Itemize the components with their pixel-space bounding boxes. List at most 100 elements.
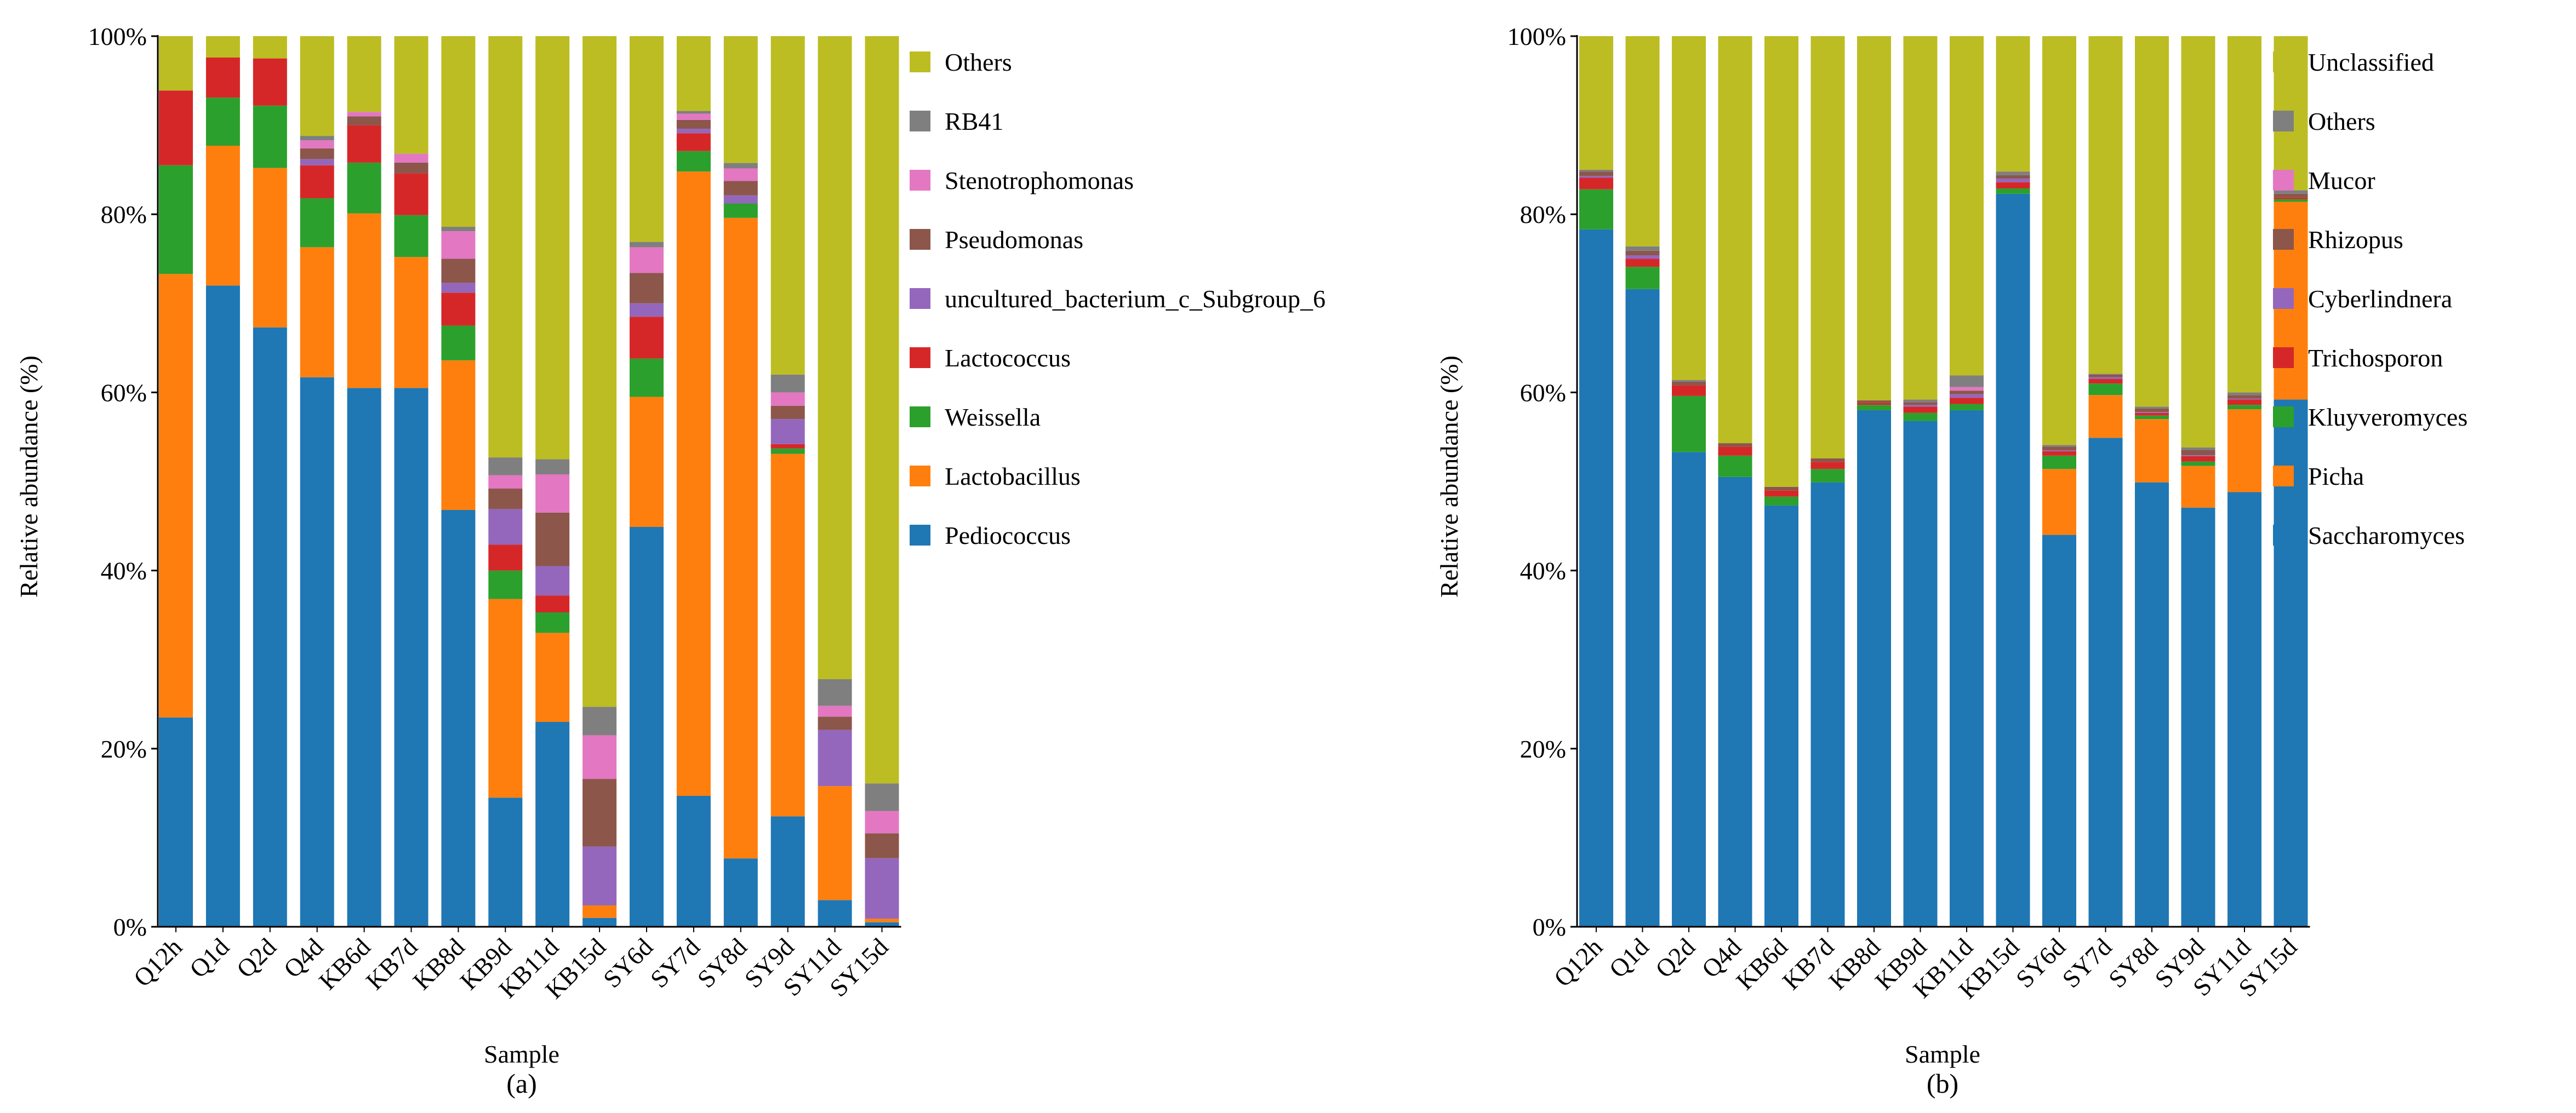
y-tick-label: 40% [1520,557,1566,585]
bar-segment-kb8d-pseudomonas [441,259,476,283]
bar-segment-kb8d-uncultured-bacterium-c-subgroup-6 [441,283,476,293]
bar-segment-q2d-saccharomyces [1672,452,1706,927]
bar-segment-sy9d-picha [2181,466,2215,508]
bar-segment-sy8d-trichosporon [2135,412,2169,416]
y-tick-label: 0% [113,913,147,941]
bar-segment-sy15d-pseudomonas [865,833,899,858]
bar-segment-sy11d-rhizopus [2227,395,2261,399]
bar-segment-kb7d-lactobacillus [394,257,429,388]
panel-a-legend: Others RB41 Stenotrophomonas Pseudomonas unc… [910,48,1326,549]
bar-segment-sy7d-unclassified [2088,36,2123,374]
legend-label-others: Others [945,48,1012,76]
bar-segment-sy7d-cyberlindnera [2088,377,2123,380]
bar-segment-sy6d-weissella [630,358,664,397]
bar-segment-kb15d-cyberlindnera [1996,179,2030,182]
bar-segment-kb15d-pediococcus [582,917,617,927]
bar-segment-sy8d-saccharomyces [2135,482,2169,927]
bar-segment-sy9d-cyberlindnera [2181,455,2215,456]
legend-label-rb41: RB41 [945,107,1003,135]
bar-segment-q4d-rb41 [300,136,334,141]
panel-b-legend: Unclassified Others Mucor Rhizopus Cyberlind… [2273,48,2468,549]
bar-segment-sy8d-uncultured-bacterium-c-subgroup-6 [723,195,758,204]
legend-label-picha: Picha [2308,462,2364,490]
bar-segment-q1d-cyberlindnera [1625,255,1660,259]
bar-segment-kb9d-uncultured-bacterium-c-subgroup-6 [488,509,523,545]
bar-segment-q2d-lactococcus [253,58,287,106]
bar-segment-sy15d-rb41 [865,783,899,811]
bar-segment-q4d-unclassified [1718,36,1752,444]
bar-segment-kb11d-uncultured-bacterium-c-subgroup-6 [535,566,570,596]
bar-segment-kb7d-pediococcus [394,388,429,927]
bar-segment-kb8d-saccharomyces [1857,410,1891,927]
bar-segment-sy6d-lactobacillus [630,397,664,527]
bar-segment-q1d-pediococcus [205,285,240,927]
bar-segment-sy7d-weissella [676,151,711,172]
legend-swatch-weissella [910,406,930,427]
legend-swatch-cyberlindnera [2273,288,2294,309]
bar-segment-kb9d-rhizopus [1903,402,1938,405]
bar-segment-kb9d-rb41 [488,457,523,475]
bar-segment-kb9d-weissella [488,570,523,599]
bar-segment-sy11d-pseudomonas [818,716,852,730]
bar-segment-sy7d-rb41 [676,111,711,114]
legend-swatch-kluyveromyces [2273,406,2294,427]
bar-segment-q2d-lactobacillus [253,168,287,328]
bar-segment-sy6d-uncultured-bacterium-c-subgroup-6 [630,303,664,317]
bar-segment-kb8d-others [441,36,476,227]
bar-segment-q12h-weissella [159,165,193,274]
bar-segment-sy6d-stenotrophomonas [630,247,664,273]
panel-b-bars [1579,36,2308,927]
bar-segment-kb8d-pediococcus [441,510,476,927]
bar-segment-sy8d-rhizopus [2135,408,2169,412]
legend-label-uncultured-bacterium-c-subgroup-6: uncultured_bacterium_c_Subgroup_6 [945,285,1326,313]
bar-segment-kb15d-kluyveromyces [1996,188,2030,194]
legend-label-pseudomonas: Pseudomonas [945,226,1083,254]
bar-segment-sy11d-rb41 [818,679,852,706]
bar-segment-sy7d-saccharomyces [2088,438,2123,927]
legend-swatch-pseudomonas [910,229,930,250]
bar-segment-sy6d-lactococcus [630,317,664,359]
y-tick-label: 60% [1520,378,1566,406]
bar-segment-sy9d-others [770,36,805,375]
bar-segment-q2d-others [253,36,287,59]
bar-segment-sy9d-saccharomyces [2181,507,2215,927]
bar-segment-q4d-weissella [300,198,334,248]
bar-segment-kb7d-others [394,36,429,154]
bar-segment-q2d-others [1672,380,1706,382]
bar-segment-q4d-rhizopus [1718,443,1752,447]
bar-segment-sy11d-others [2227,392,2261,395]
y-tick-label: 0% [1533,913,1566,941]
bar-segment-q4d-lactobacillus [300,247,334,377]
bar-segment-kb8d-kluyveromyces [1857,405,1891,410]
bar-segment-kb7d-rhizopus [1810,458,1845,462]
legend-swatch-rb41 [910,111,930,131]
legend-swatch-rhizopus [2273,229,2294,250]
legend-label-weissella: Weissella [945,403,1041,431]
bar-segment-kb9d-lactococcus [488,544,523,571]
panel-a-chart: Q12hQ1dQ2dQ4dKB6dKB7dKB8dKB9dKB11dKB15dS… [15,22,1326,1099]
bar-segment-sy15d-kluyveromyces [2274,199,2308,202]
legend-swatch-mucor [2273,170,2294,191]
bar-segment-sy15d-pediococcus [865,922,899,927]
bar-segment-kb15d-saccharomyces [1996,193,2030,927]
bar-segment-kb9d-stenotrophomonas [488,475,523,489]
bar-segment-kb6d-unclassified [1764,36,1798,487]
bar-segment-q1d-lactobacillus [205,146,240,286]
bar-segment-kb8d-weissella [441,325,476,360]
bar-segment-q12h-rhizopus [1579,171,1613,176]
panel-a-y-axis-title: Relative abundance (%) [15,355,43,598]
bar-segment-sy7d-trichosporon [2088,379,2123,384]
bar-segment-kb6d-kluyveromyces [1764,496,1798,506]
bar-segment-q1d-weissella [205,97,240,146]
bar-segment-q1d-lactococcus [205,58,240,98]
bar-segment-sy6d-picha [2042,469,2076,535]
legend-label-rhizopus: Rhizopus [2308,226,2403,254]
bar-segment-kb7d-stenotrophomonas [394,153,429,163]
legend-label-kluyveromyces: Kluyveromyces [2308,403,2468,431]
panel-a-label: (a) [506,1068,537,1099]
bar-segment-q12h-others [1579,169,1613,172]
panel-b-x-axis-title: Sample [1905,1040,1980,1068]
bar-segment-q2d-rhizopus [1672,381,1706,386]
legend-label-mucor: Mucor [2308,167,2375,194]
